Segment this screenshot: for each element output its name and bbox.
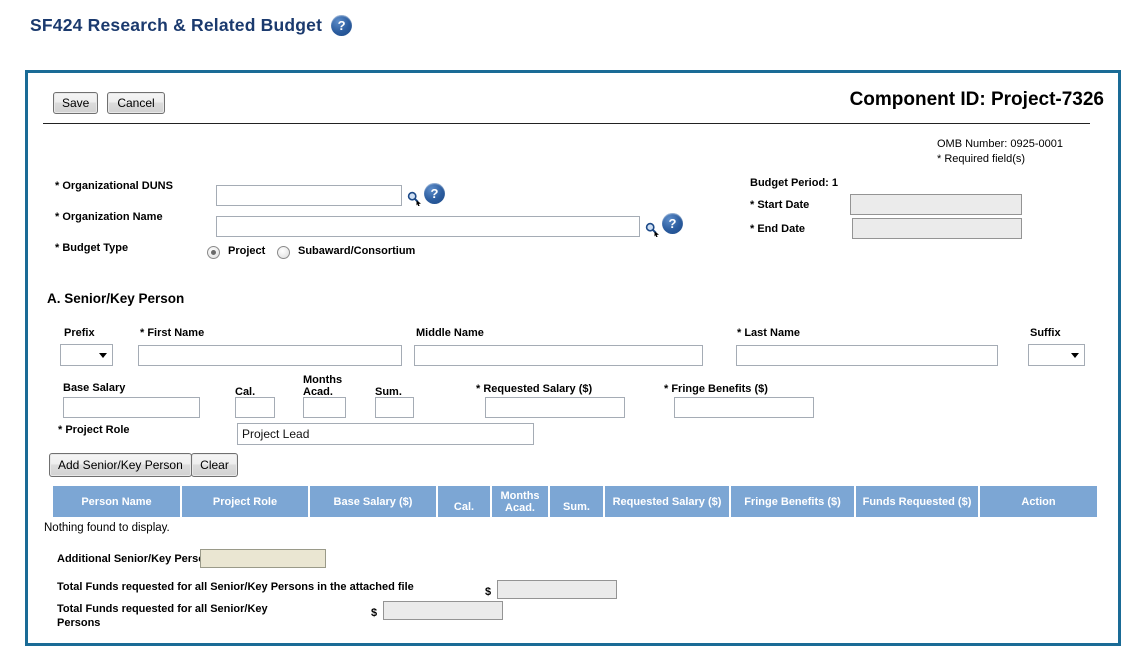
org-name-lookup-magnifier-icon[interactable]	[645, 222, 660, 237]
requested-salary-label: * Requested Salary ($)	[476, 383, 593, 395]
add-senior-key-person-button[interactable]: Add Senior/Key Person	[49, 453, 192, 477]
additional-senior-key-persons-label: Additional Senior/Key Persons	[57, 553, 218, 565]
organizational-duns-input[interactable]	[216, 185, 402, 206]
table-header-sum: Sum.	[550, 486, 603, 517]
budget-form-panel: Save Cancel Component ID: Project-7326 O…	[25, 70, 1121, 646]
currency-symbol: $	[485, 586, 492, 598]
acad-months-label: Acad.	[303, 386, 333, 398]
table-header-base-salary: Base Salary ($)	[310, 486, 436, 517]
start-date-label: * Start Date	[750, 199, 810, 211]
prefix-label: Prefix	[64, 327, 95, 339]
first-name-label: * First Name	[140, 327, 205, 339]
fringe-benefits-label: * Fringe Benefits ($)	[664, 383, 768, 395]
currency-symbol: $	[371, 607, 378, 619]
organization-name-label: * Organization Name	[55, 211, 163, 223]
budget-period-label: Budget Period: 1	[750, 177, 839, 189]
clear-button[interactable]: Clear	[191, 453, 238, 477]
cal-months-input[interactable]	[235, 397, 275, 418]
end-date-label: * End Date	[750, 223, 806, 235]
organization-name-input[interactable]	[216, 216, 640, 237]
months-label: Months	[303, 374, 343, 386]
base-salary-label: Base Salary	[63, 382, 126, 394]
cal-months-label: Cal.	[235, 386, 256, 398]
fringe-benefits-input[interactable]	[674, 397, 814, 418]
requested-salary-input[interactable]	[485, 397, 625, 418]
cancel-button[interactable]: Cancel	[107, 92, 165, 114]
table-header-requested-salary: Requested Salary ($)	[605, 486, 729, 517]
duns-lookup-magnifier-icon[interactable]	[407, 191, 422, 206]
suffix-label: Suffix	[1030, 327, 1061, 339]
table-header-action: Action	[980, 486, 1097, 517]
acad-months-input[interactable]	[303, 397, 346, 418]
save-button[interactable]: Save	[53, 92, 99, 114]
table-header-project-role: Project Role	[182, 486, 308, 517]
budget-type-project-option[interactable]: Project	[228, 245, 266, 257]
page-header: SF424 Research & Related Budget ?	[30, 15, 353, 36]
omb-number: OMB Number: 0925-0001	[937, 138, 1063, 150]
help-icon[interactable]: ?	[331, 15, 353, 36]
table-header-fringe-benefits: Fringe Benefits ($)	[731, 486, 854, 517]
total-attached-label: Total Funds requested for all Senior/Key…	[57, 581, 414, 593]
table-header-months-acad: Months Acad.	[492, 486, 548, 517]
budget-type-label: * Budget Type	[55, 242, 129, 254]
table-header-person-name: Person Name	[53, 486, 180, 517]
section-a-heading: A. Senior/Key Person	[47, 291, 185, 306]
total-senior-key-persons-input[interactable]	[383, 601, 503, 620]
required-note: * Required field(s)	[937, 153, 1026, 165]
start-date-input[interactable]	[850, 194, 1022, 215]
organizational-duns-label: * Organizational DUNS	[55, 180, 173, 192]
duns-help-icon[interactable]: ?	[424, 183, 445, 204]
chevron-down-icon	[1071, 352, 1079, 358]
sum-months-input[interactable]	[375, 397, 414, 418]
page-title: SF424 Research & Related Budget	[30, 15, 323, 35]
sum-months-label: Sum.	[375, 386, 402, 398]
table-header-cal: Cal.	[438, 486, 490, 517]
table-header-funds-requested: Funds Requested ($)	[856, 486, 978, 517]
total-senior-key-persons-label: Total Funds requested for all Senior/Key…	[57, 603, 268, 629]
divider	[43, 123, 1090, 124]
chevron-down-icon	[99, 352, 107, 358]
middle-name-input[interactable]	[414, 345, 703, 366]
additional-senior-key-persons-input[interactable]	[200, 549, 326, 568]
last-name-label: * Last Name	[737, 327, 800, 339]
component-id: Component ID: Project-7326	[849, 89, 1104, 110]
end-date-input[interactable]	[852, 218, 1022, 239]
empty-table-message: Nothing found to display.	[44, 522, 170, 534]
senior-key-person-table-header: Person Name Project Role Base Salary ($)…	[53, 486, 1097, 517]
budget-type-subaward-option[interactable]: Subaward/Consortium	[298, 245, 416, 257]
org-name-help-icon[interactable]: ?	[662, 213, 683, 234]
budget-type-project-radio[interactable]	[207, 246, 220, 259]
project-role-label: * Project Role	[58, 424, 130, 436]
prefix-select[interactable]	[60, 344, 113, 366]
budget-type-subaward-radio[interactable]	[277, 246, 290, 259]
last-name-input[interactable]	[736, 345, 998, 366]
first-name-input[interactable]	[138, 345, 402, 366]
suffix-select[interactable]	[1028, 344, 1085, 366]
total-attached-input[interactable]	[497, 580, 617, 599]
base-salary-input[interactable]	[63, 397, 200, 418]
project-role-input[interactable]	[237, 423, 534, 445]
middle-name-label: Middle Name	[416, 327, 484, 339]
